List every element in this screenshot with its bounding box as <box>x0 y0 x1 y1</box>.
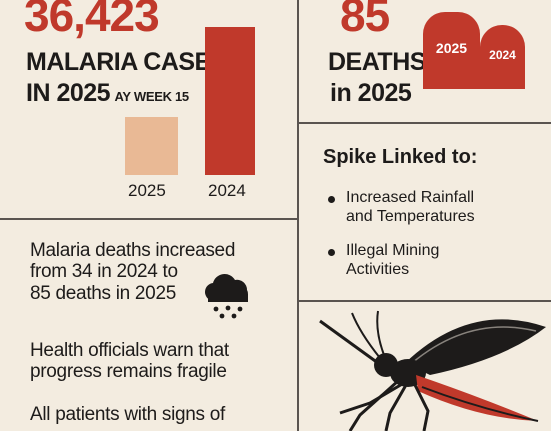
note-fragile-line1: Health officials warn that <box>30 340 229 361</box>
spike-title: Spike Linked to: <box>323 146 478 168</box>
tombstone-2025: 2025 <box>423 12 480 84</box>
right-bottom-divider <box>297 300 551 302</box>
left-horizontal-divider <box>0 218 297 220</box>
tombstone-base <box>423 84 525 89</box>
cases-label-line2-wrap: IN 2025 AY WEEK 15 <box>26 80 189 106</box>
note-deaths-line2: from 34 in 2024 to <box>30 261 178 283</box>
mosquito-icon <box>319 310 546 431</box>
spike-item-1: Increased Rainfall and Temperatures <box>346 188 475 226</box>
cases-label-line2: IN 2025 <box>26 79 111 107</box>
note-deaths-line3: 85 deaths in 2025 <box>30 282 176 304</box>
bullet-dot <box>328 249 335 256</box>
spike-item-1-line1: Increased Rainfall <box>346 189 475 206</box>
deaths-label-line1: DEATHS <box>328 48 426 76</box>
spike-item-2: Illegal Mining Activities <box>346 241 439 279</box>
deaths-number: 85 <box>340 0 390 41</box>
note-patients-line1: All patients with signs of <box>30 404 225 425</box>
bar-label-2025: 2025 <box>128 181 166 200</box>
cases-label-line1: MALARIA CASES <box>26 48 227 76</box>
cases-number: 36,423 <box>24 0 160 41</box>
spike-item-2-line2: Activities <box>346 261 410 279</box>
cases-label-suffix: AY WEEK 15 <box>114 89 190 104</box>
right-top-divider <box>297 122 551 124</box>
spike-item-2-line1: Illegal Mining <box>346 242 440 259</box>
tombstone-2024: 2024 <box>480 25 525 84</box>
deaths-label-line2: in 2025 <box>330 79 412 107</box>
bar-label-2024: 2024 <box>208 181 246 200</box>
note-fragile: Health officials warn that progress rema… <box>30 340 229 383</box>
rain-cloud-icon <box>205 274 248 319</box>
spike-item-1-line2: and Temperatures <box>346 208 475 226</box>
vertical-divider <box>297 0 299 431</box>
note-deaths-increase: Malaria deaths increased from 34 in 2024… <box>30 240 235 304</box>
bar-2025 <box>125 117 178 175</box>
tombstone-2025-label: 2025 <box>435 40 468 56</box>
note-patients: All patients with signs of <box>30 404 225 425</box>
bullet-dot <box>328 196 335 203</box>
note-fragile-line2: progress remains fragile <box>30 361 227 383</box>
bar-2024 <box>205 27 255 175</box>
tombstone-2024-label: 2024 <box>489 47 516 62</box>
note-deaths-line1: Malaria deaths increased <box>30 240 236 261</box>
